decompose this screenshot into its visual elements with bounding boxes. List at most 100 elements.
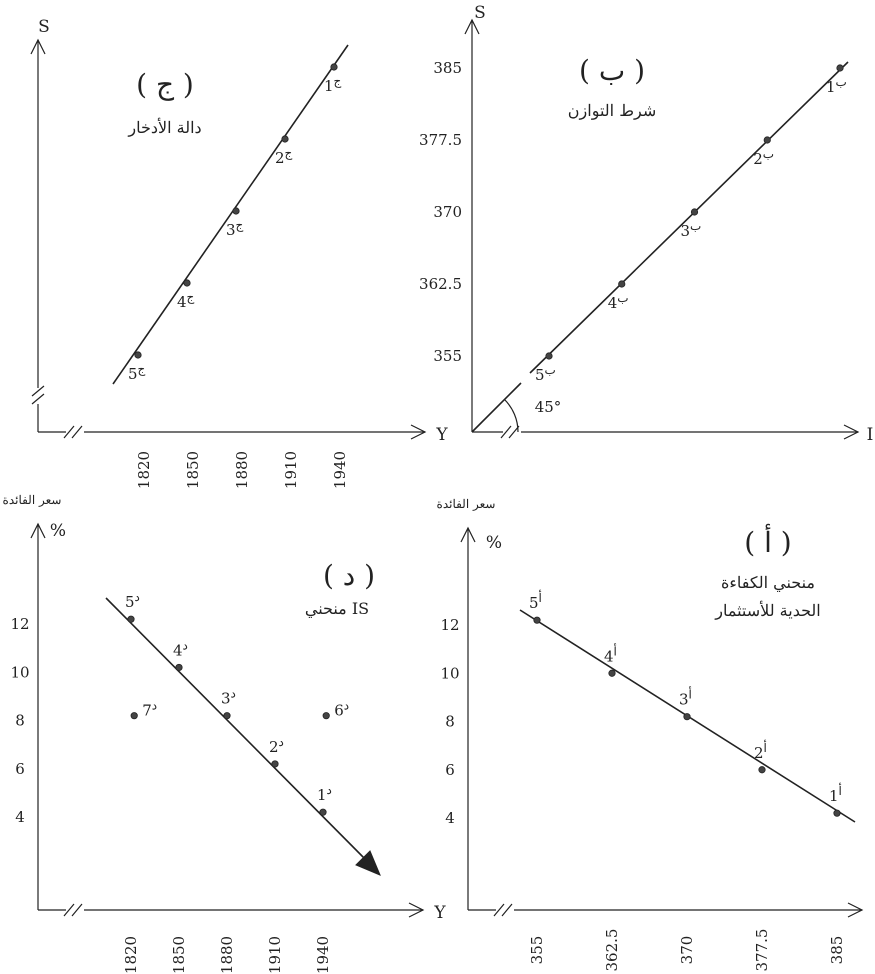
off-point-د6 [322, 712, 330, 720]
y-tick-label: 385 [433, 59, 462, 77]
x-tick-label: 1880 [233, 451, 251, 489]
axis-gap [496, 907, 514, 913]
axis-gap [503, 429, 521, 435]
panel-title-line2: الحدية للأستثمار [714, 601, 821, 620]
panel-label: ( ج ) [136, 68, 194, 101]
y-tick-label: 8 [445, 713, 455, 731]
line-45-lower [471, 382, 522, 433]
x-tick-label: 370 [678, 936, 696, 965]
point-أ1 [833, 809, 841, 817]
y-tick-label: 362.5 [419, 275, 462, 293]
y-tick-label: 6 [445, 761, 455, 779]
point-د5 [127, 615, 135, 623]
point-label: 5د [125, 590, 140, 611]
point-أ5 [533, 616, 541, 624]
panel-label: ( ب ) [579, 54, 645, 87]
y-axis-label: S [38, 17, 50, 37]
point-label: 1أ [829, 783, 842, 805]
x-tick-label: 1820 [135, 451, 153, 489]
y-tick-label: 370 [433, 203, 462, 221]
point-ب2 [763, 136, 771, 144]
panel-d-is-curve: سعر الفائدة% Y 12 10 8 6 4 1820 1850 1880 1910 1940… [3, 493, 447, 974]
x-axis-arrow [843, 424, 860, 440]
x-tick-label: 362.5 [603, 929, 621, 972]
point-أ2 [758, 766, 766, 774]
point-ب5 [545, 352, 553, 360]
y-tick-label: 6 [15, 760, 25, 778]
point-label: 4أ [604, 643, 617, 665]
x-tick-label: 377.5 [753, 929, 771, 972]
point-ب3 [690, 208, 699, 216]
y-tick-label: 355 [433, 347, 462, 365]
point-ج5 [134, 351, 142, 359]
point-label: 3د [221, 687, 236, 708]
point-label: 5ب [535, 363, 556, 384]
point-ب4 [618, 280, 626, 288]
point-label: 6د [334, 699, 349, 720]
y-tick-label: 12 [10, 615, 29, 633]
x-axis-break [63, 425, 83, 439]
point-د3 [223, 712, 231, 720]
x-axis-arrow [408, 902, 425, 918]
point-label: 3ج [226, 218, 244, 239]
y-tick-label: 8 [15, 712, 25, 730]
point-ج1 [330, 63, 338, 71]
panel-title: دالة الأدخار [127, 118, 201, 137]
point-أ4 [608, 669, 616, 677]
y-axis-title: سعر الفائدة [437, 497, 496, 511]
panel-c-saving-function: S Y 1820 1850 1880 1910 1940 1ج 2ج 3ج 4ج 5ج ( ج ) دال… [30, 17, 448, 489]
point-label: 3أ [679, 687, 692, 709]
point-label: 5أ [529, 590, 542, 612]
saving-line [112, 44, 349, 385]
x-tick-label: 385 [828, 936, 846, 965]
point-label: 2د [269, 735, 284, 756]
panel-title: منحني IS [305, 599, 369, 618]
x-tick-label: 355 [528, 936, 546, 965]
x-axis-break [63, 903, 83, 917]
y-tick-label: 4 [445, 809, 455, 827]
point-label: 5ج [128, 362, 146, 383]
y-axis-arrow [30, 522, 46, 539]
is-curve-arrowhead [355, 850, 381, 876]
point-label: 2ج [275, 146, 293, 167]
x-tick-label: 1910 [282, 451, 300, 489]
y-tick-label: 4 [15, 808, 25, 826]
x-tick-label: 1820 [122, 936, 140, 974]
panel-title-line1: منحني الكفاءة [721, 573, 815, 592]
point-ج4 [183, 279, 191, 287]
off-point-د7 [130, 712, 138, 720]
point-ج2 [281, 135, 289, 143]
x-tick-label: 1940 [331, 451, 349, 489]
y-axis-break [31, 385, 45, 405]
point-label: 4د [173, 638, 188, 659]
y-axis-label: S [474, 3, 486, 23]
angle-label: 45° [535, 398, 562, 416]
panel-a-mei-curve: سعر الفائدة% 12 10 8 6 4 355 362.5 370 377.5 385 5أ… [437, 497, 864, 972]
x-axis-label: I [867, 425, 874, 445]
point-د1 [319, 808, 327, 816]
x-tick-label: 1850 [170, 936, 188, 974]
y-axis-label: % [50, 521, 66, 541]
x-tick-label: 1940 [314, 936, 332, 974]
x-tick-label: 1910 [266, 936, 284, 974]
x-tick-label: 1850 [184, 451, 202, 489]
y-axis-arrow [460, 526, 476, 543]
axis-gap [35, 388, 41, 404]
y-axis-label: % [486, 533, 502, 553]
point-label: 7د [142, 699, 157, 720]
point-ج3 [232, 207, 240, 215]
point-label: 3ب [681, 219, 702, 240]
y-axis-arrow [464, 18, 480, 35]
x-axis-arrow [410, 424, 427, 440]
point-label: 1ب [826, 75, 847, 96]
point-د4 [175, 663, 183, 672]
x-tick-label: 1880 [218, 936, 236, 974]
point-label: 2ب [753, 147, 774, 168]
panel-label: ( د ) [323, 559, 375, 592]
point-label: 2أ [754, 740, 767, 762]
angle-arc [504, 399, 519, 433]
axis-gap [66, 429, 84, 435]
point-أ3 [683, 713, 691, 721]
y-tick-label: 12 [440, 616, 459, 634]
